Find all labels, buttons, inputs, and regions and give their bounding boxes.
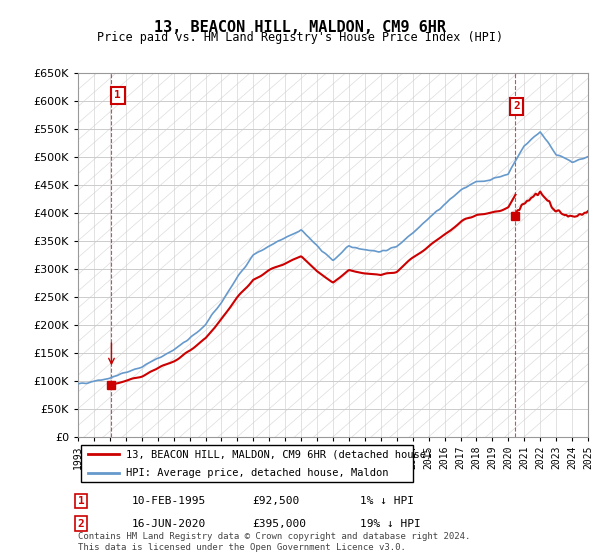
Text: 1: 1 <box>115 90 121 100</box>
Text: HPI: Average price, detached house, Maldon: HPI: Average price, detached house, Mald… <box>126 468 388 478</box>
Text: 19% ↓ HPI: 19% ↓ HPI <box>360 519 421 529</box>
FancyBboxPatch shape <box>82 445 413 482</box>
Text: 2: 2 <box>77 519 85 529</box>
Text: £92,500: £92,500 <box>252 496 299 506</box>
Text: 1: 1 <box>77 496 85 506</box>
Text: 2: 2 <box>513 101 520 111</box>
Text: £395,000: £395,000 <box>252 519 306 529</box>
Text: 16-JUN-2020: 16-JUN-2020 <box>132 519 206 529</box>
Text: 10-FEB-1995: 10-FEB-1995 <box>132 496 206 506</box>
Text: 1% ↓ HPI: 1% ↓ HPI <box>360 496 414 506</box>
Text: 13, BEACON HILL, MALDON, CM9 6HR: 13, BEACON HILL, MALDON, CM9 6HR <box>154 20 446 35</box>
Text: 13, BEACON HILL, MALDON, CM9 6HR (detached house): 13, BEACON HILL, MALDON, CM9 6HR (detach… <box>126 449 432 459</box>
Text: Price paid vs. HM Land Registry's House Price Index (HPI): Price paid vs. HM Land Registry's House … <box>97 31 503 44</box>
Text: Contains HM Land Registry data © Crown copyright and database right 2024.
This d: Contains HM Land Registry data © Crown c… <box>78 532 470 552</box>
